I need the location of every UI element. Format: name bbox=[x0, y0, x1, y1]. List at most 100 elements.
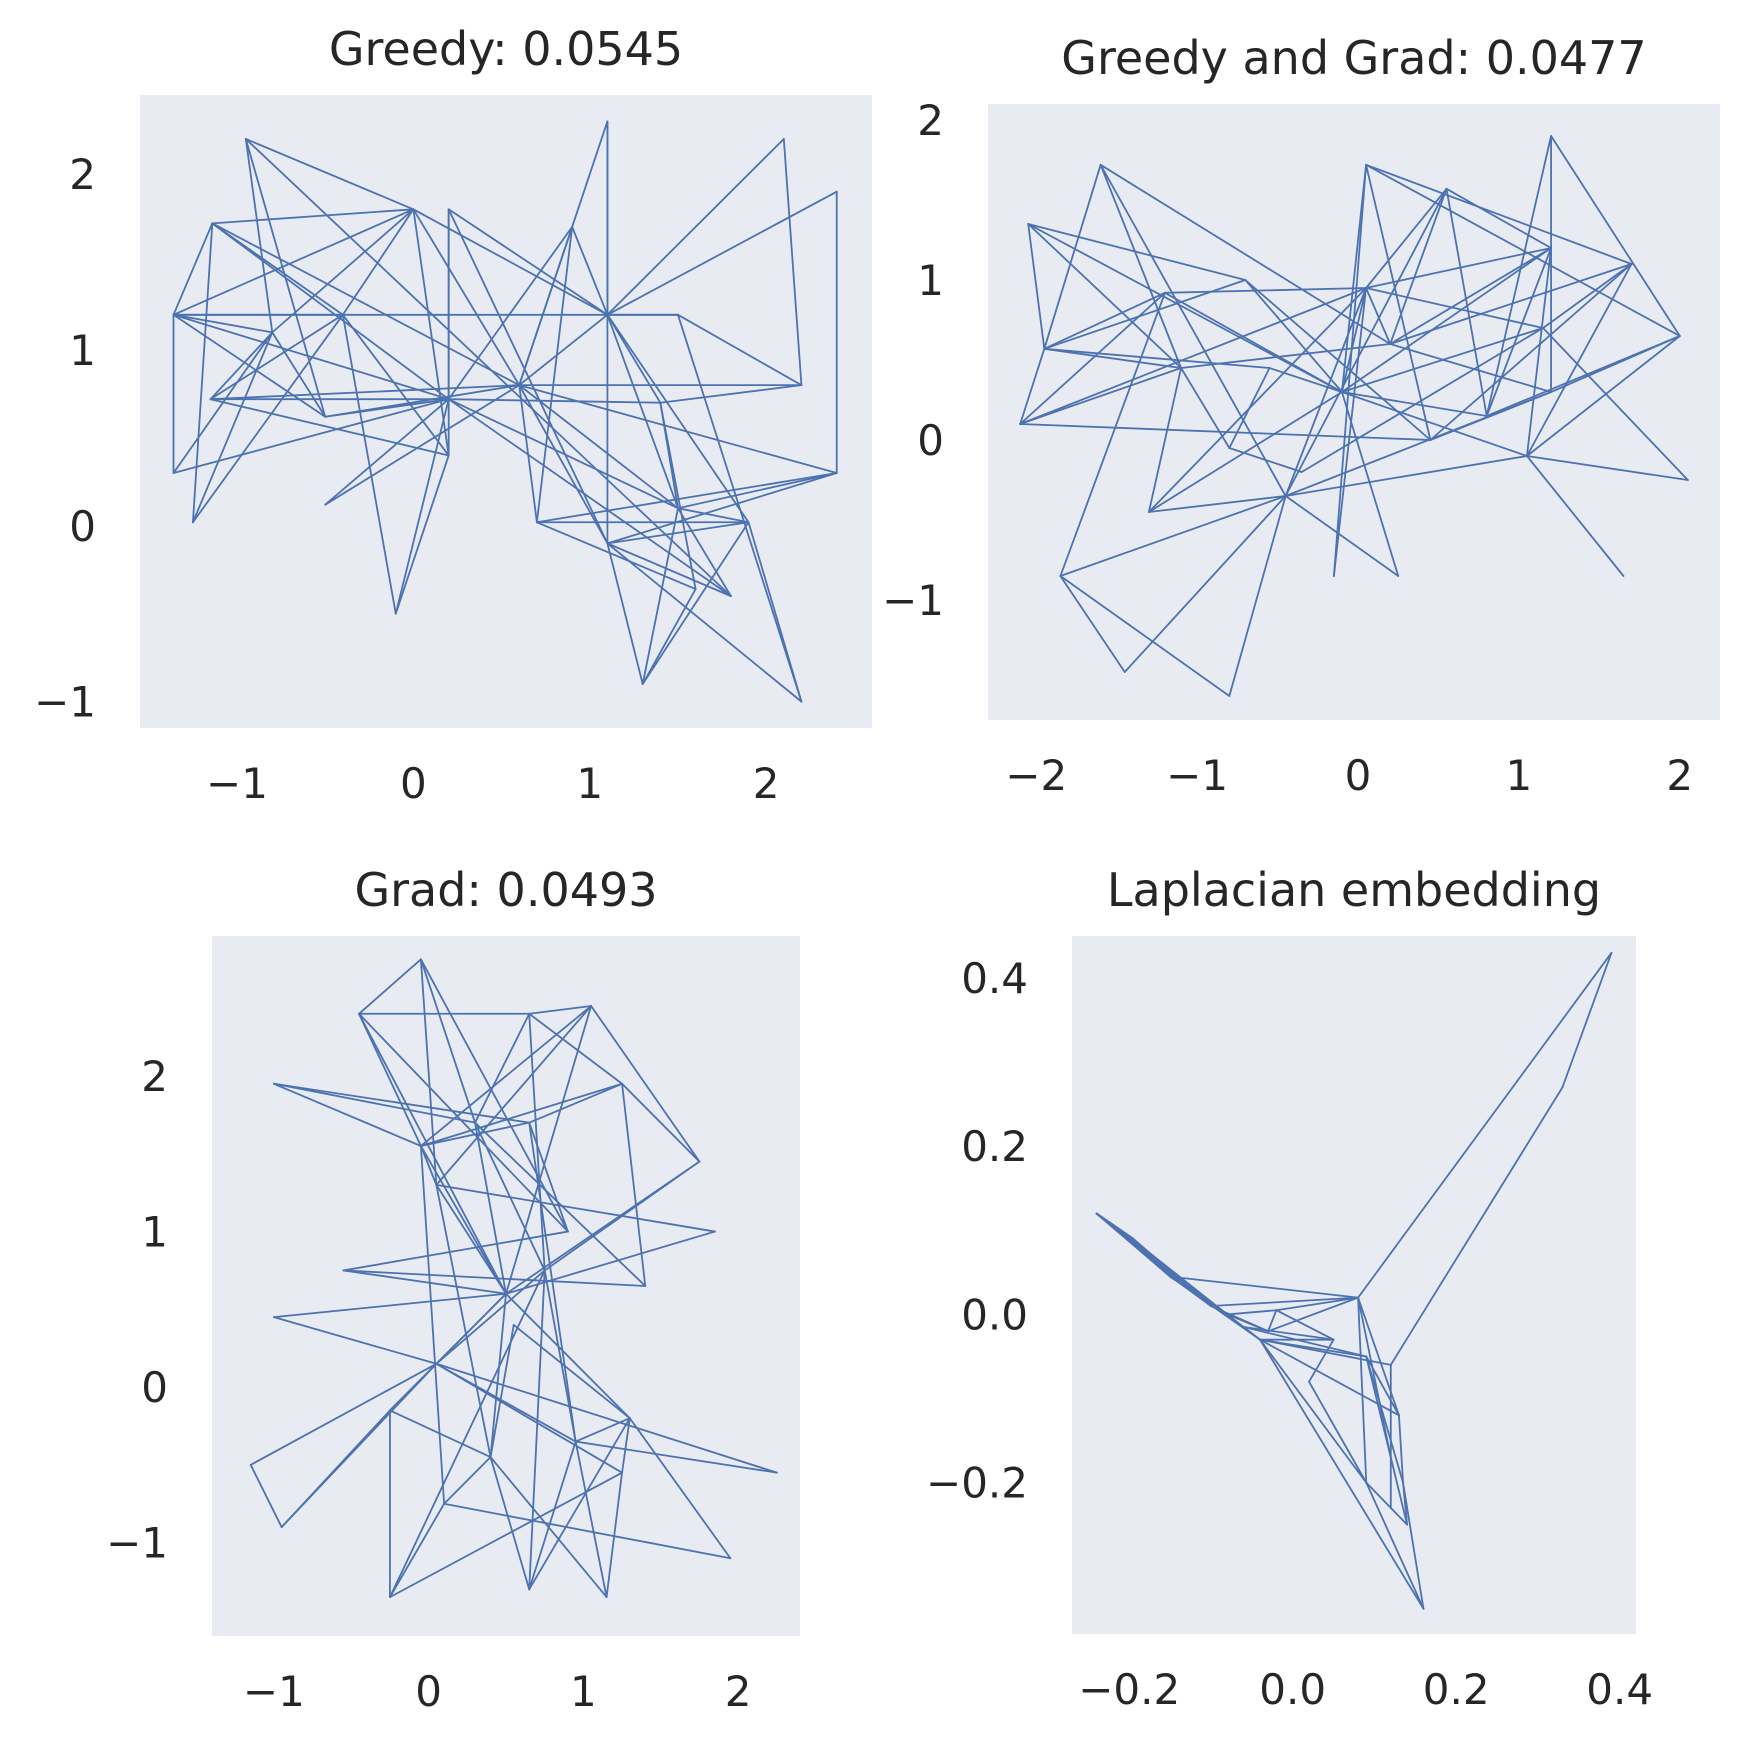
graph-edge bbox=[528, 1005, 593, 1015]
graph-edge bbox=[1059, 575, 1231, 697]
graph-edge bbox=[535, 225, 574, 524]
graph-edge bbox=[621, 1082, 647, 1287]
graph-edge bbox=[244, 138, 732, 598]
graph-edge bbox=[1259, 1338, 1368, 1484]
graph-edge bbox=[342, 1230, 569, 1272]
y-tick-label: 1 bbox=[917, 256, 944, 305]
graph-edge bbox=[659, 384, 803, 404]
graph-edge bbox=[172, 222, 214, 316]
graph-edge bbox=[641, 588, 697, 685]
chart-title: Greedy: 0.0545 bbox=[329, 22, 683, 76]
graph-edge bbox=[1180, 367, 1231, 449]
graph-edge bbox=[1561, 951, 1613, 1089]
graph-edge bbox=[474, 1012, 531, 1124]
x-tick-label: −0.2 bbox=[1078, 1665, 1180, 1714]
graph-edge bbox=[1402, 1481, 1425, 1610]
graph-edge bbox=[341, 313, 450, 457]
graph-edge bbox=[1242, 1326, 1368, 1358]
graph-edge bbox=[606, 521, 750, 545]
graph-edge bbox=[489, 1323, 515, 1459]
graph-edge bbox=[621, 1417, 631, 1474]
graph-edge bbox=[677, 313, 803, 387]
y-tick-label: 0 bbox=[141, 1363, 168, 1412]
graph-edge bbox=[1542, 263, 1633, 329]
graph-edge bbox=[1284, 455, 1528, 497]
y-tick-label: 1 bbox=[69, 326, 96, 375]
graph-edge bbox=[1275, 1296, 1359, 1312]
graph-edge bbox=[1357, 1296, 1368, 1484]
edges bbox=[249, 958, 778, 1599]
panel-grad: Grad: 0.0493 −1 0 1 2 −1 0 1 2 bbox=[106, 863, 800, 1716]
graph-edge bbox=[1244, 279, 1343, 393]
graph-edge bbox=[535, 472, 838, 524]
graph-edge bbox=[412, 208, 609, 316]
graph-edge bbox=[474, 1121, 507, 1295]
graph-edge bbox=[447, 398, 662, 404]
chart-title: Laplacian embedding bbox=[1107, 863, 1601, 917]
graph-edge bbox=[590, 1005, 701, 1163]
graph-edge bbox=[1284, 495, 1400, 577]
graph-edge bbox=[518, 120, 609, 387]
graph-edge bbox=[272, 1082, 422, 1147]
plot-area bbox=[1072, 936, 1636, 1634]
graph-edge bbox=[394, 454, 450, 615]
graph-edge bbox=[1526, 335, 1681, 457]
graph-edge bbox=[1526, 455, 1689, 481]
graph-edge bbox=[249, 1362, 438, 1466]
graph-edge bbox=[505, 1292, 631, 1420]
graph-edge bbox=[1365, 1481, 1425, 1610]
graph-edge bbox=[271, 331, 327, 418]
y-tick-label: −1 bbox=[106, 1519, 168, 1568]
graph-edge bbox=[1147, 391, 1343, 513]
y-tick-label: 0 bbox=[917, 416, 944, 465]
graph-edge bbox=[1308, 1380, 1368, 1484]
graph-edge bbox=[1526, 263, 1633, 457]
graph-edge bbox=[1485, 135, 1552, 417]
graph-edge bbox=[1226, 1313, 1270, 1333]
graph-edge bbox=[419, 1145, 507, 1295]
x-tick-label: 2 bbox=[753, 759, 780, 808]
graph-edge bbox=[435, 1269, 546, 1365]
x-tick-label: 0.4 bbox=[1586, 1665, 1653, 1714]
graph-edge bbox=[244, 138, 327, 418]
graph-edge bbox=[1341, 247, 1552, 393]
graph-edge bbox=[1341, 287, 1367, 393]
plot-area bbox=[988, 104, 1720, 720]
graph-edge bbox=[606, 542, 644, 685]
x-tick-label: 1 bbox=[576, 759, 603, 808]
graph-edge bbox=[1164, 287, 1367, 294]
graph-edge bbox=[621, 1082, 701, 1163]
graph-edge bbox=[272, 1082, 476, 1124]
graph-edge bbox=[1275, 1309, 1335, 1341]
graph-edge bbox=[1169, 1275, 1359, 1299]
graph-edge bbox=[1550, 135, 1681, 337]
graph-edge bbox=[606, 472, 838, 545]
graph-edge bbox=[1526, 455, 1625, 577]
graph-edge bbox=[518, 384, 679, 510]
graph-edge bbox=[192, 222, 214, 524]
graph-edge bbox=[1099, 163, 1287, 497]
graph-edge bbox=[358, 1012, 569, 1233]
graph-edge bbox=[272, 1316, 438, 1365]
graph-edge bbox=[1027, 223, 1247, 281]
graph-edge bbox=[209, 331, 274, 401]
graph-edge bbox=[518, 313, 609, 387]
graph-edge bbox=[1542, 327, 1689, 481]
graph-edge bbox=[447, 208, 609, 316]
graph-edge bbox=[1485, 247, 1552, 417]
graph-edge bbox=[1043, 291, 1166, 350]
graph-edge bbox=[677, 472, 838, 510]
graph-edge bbox=[435, 1183, 492, 1459]
y-tick-label: −1 bbox=[882, 576, 944, 625]
graph-edge bbox=[1332, 287, 1367, 577]
graph-edge bbox=[1365, 163, 1432, 441]
graph-edge bbox=[324, 398, 450, 506]
graph-edge bbox=[209, 398, 450, 457]
graph-edge bbox=[1341, 163, 1367, 393]
graph-edge bbox=[1228, 495, 1287, 697]
y-tick-label: −1 bbox=[34, 678, 96, 727]
graph-edge bbox=[447, 398, 679, 510]
edges bbox=[1019, 135, 1689, 697]
graph-edge bbox=[782, 138, 803, 387]
graph-edge bbox=[574, 1440, 778, 1474]
